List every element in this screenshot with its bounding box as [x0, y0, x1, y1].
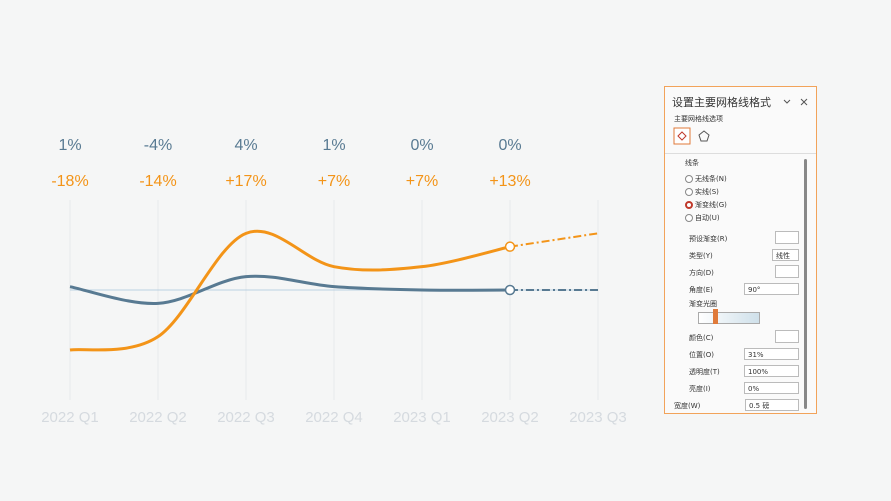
field-input[interactable]: 90°: [744, 283, 799, 295]
field-label: 方向(D): [689, 269, 714, 277]
point-marker: [504, 284, 516, 296]
series-line: [69, 274, 511, 305]
panel-controls: [783, 98, 808, 106]
field-label: 预设渐变(R): [689, 235, 728, 243]
data-label: 4%: [234, 137, 257, 154]
slider-stop: [713, 309, 718, 324]
field-input[interactable]: 线性: [772, 249, 799, 261]
data-label: 0%: [498, 137, 521, 154]
data-label: -14%: [139, 173, 176, 190]
radio[interactable]: [685, 214, 693, 222]
panel-title: 设置主要网格线格式: [672, 96, 771, 109]
x-tick-label: 2022 Q2: [129, 409, 187, 426]
field-label: 角度(E): [689, 286, 713, 294]
data-label: -4%: [144, 137, 172, 154]
panel-subtitle: 主要网格线选项: [674, 115, 723, 123]
field-input[interactable]: 0.5 磅: [745, 399, 799, 411]
x-tick-label: 2023 Q2: [481, 409, 539, 426]
radio-label: 自动(U): [695, 214, 720, 222]
dropdown-button[interactable]: [775, 265, 799, 278]
data-label: 1%: [322, 137, 345, 154]
panel-tabs: [673, 127, 710, 145]
data-label: +13%: [489, 173, 530, 190]
section-title: 线条: [685, 159, 699, 167]
field-label: 渐变光圈: [689, 300, 717, 308]
dropdown-button[interactable]: [775, 330, 799, 343]
dropdown-button[interactable]: [775, 231, 799, 244]
field-label: 透明度(T): [689, 368, 720, 376]
scrollbar[interactable]: [804, 159, 807, 409]
data-label: +7%: [318, 173, 350, 190]
x-tick-label: 2022 Q4: [305, 409, 363, 426]
x-tick-label: 2023 Q3: [569, 409, 627, 426]
radio-label: 无线条(N): [695, 175, 727, 183]
field-label: 宽度(W): [674, 402, 701, 410]
field-label: 颜色(C): [689, 334, 714, 342]
data-label: +17%: [225, 173, 266, 190]
field-label: 位置(O): [689, 351, 714, 359]
point-marker: [504, 241, 516, 252]
data-label: 0%: [410, 137, 433, 154]
x-tick-label: 2023 Q1: [393, 409, 451, 426]
data-label: 1%: [58, 137, 81, 154]
data-label: +7%: [406, 173, 438, 190]
x-tick-label: 2022 Q3: [217, 409, 275, 426]
series-line: [69, 229, 511, 352]
format-panel: 设置主要网格线格式 主要网格线选项 线条 无线条(N) 实线(S) 渐变线(G) 自动…: [664, 86, 817, 414]
field-input[interactable]: 31%: [744, 348, 799, 360]
field-input[interactable]: 0%: [744, 382, 799, 394]
x-tick-label: 2022 Q1: [41, 409, 99, 426]
separator: [665, 153, 816, 154]
field-label: 亮度(I): [689, 385, 711, 393]
field-label: 类型(Y): [689, 252, 713, 260]
chart: 2022 Q1 2022 Q2 2022 Q3 2022 Q4 2023 Q1 2023 …: [41, 137, 627, 426]
gradient-slider: [698, 312, 760, 324]
forecast-line: [509, 232, 599, 248]
radio[interactable]: [685, 175, 693, 183]
radio-label: 渐变线(G): [695, 201, 727, 209]
data-label: -18%: [51, 173, 88, 190]
field-input[interactable]: 100%: [744, 365, 799, 377]
radio[interactable]: [685, 188, 693, 196]
radio-label: 实线(S): [695, 188, 719, 196]
radio[interactable]: [685, 201, 693, 209]
